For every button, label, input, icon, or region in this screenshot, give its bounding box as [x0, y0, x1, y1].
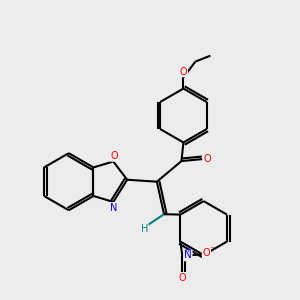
Text: H: H — [140, 224, 148, 234]
Text: N: N — [184, 250, 192, 260]
Text: ⁻: ⁻ — [209, 245, 214, 255]
Text: O: O — [178, 273, 186, 283]
Text: O: O — [180, 67, 187, 76]
Text: O: O — [110, 151, 118, 161]
Text: O: O — [204, 154, 212, 164]
Text: +: + — [184, 244, 191, 253]
Text: O: O — [202, 248, 210, 258]
Text: N: N — [110, 203, 118, 213]
